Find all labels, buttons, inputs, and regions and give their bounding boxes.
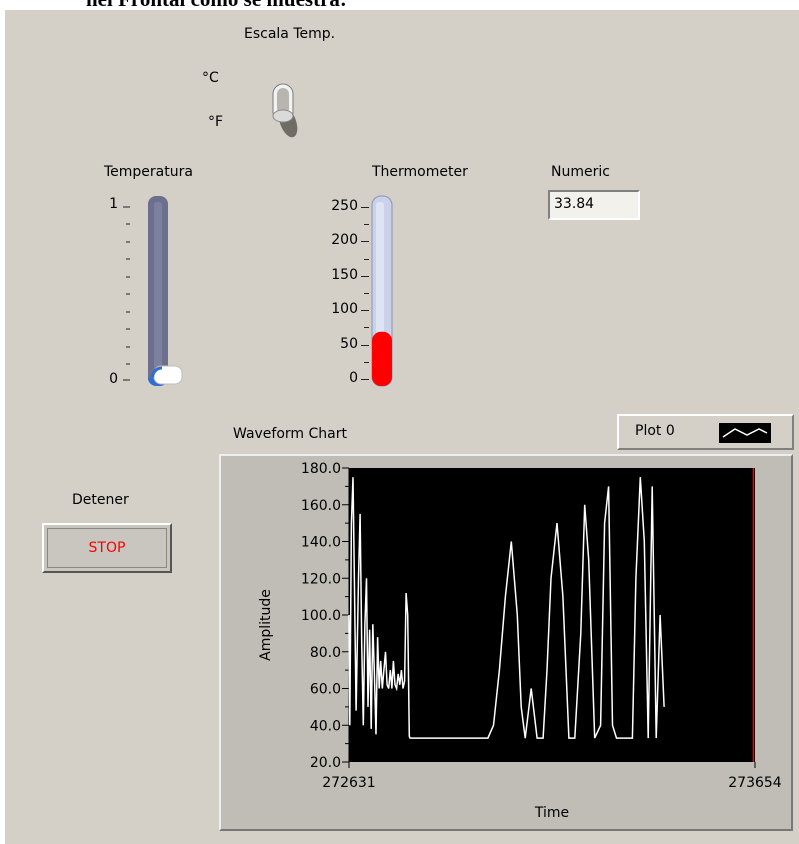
stop-button[interactable]: STOP <box>42 523 172 573</box>
document-heading-strip: nel Frontal como se muestra: <box>0 0 799 10</box>
thermometer-tick-label: 50 <box>340 335 358 352</box>
thermometer-tick-label: 0 <box>349 370 358 386</box>
stop-label: Detener <box>72 492 129 508</box>
switch-title: Escala Temp. <box>244 26 336 42</box>
thermometer-major-tick <box>361 310 369 312</box>
y-axis-label: Amplitude <box>258 589 274 661</box>
thermometer-major-tick <box>361 241 369 243</box>
x-tick-label: 273654 <box>728 775 782 791</box>
y-tick-label: 40.0 <box>310 718 341 734</box>
y-tick-label: 60.0 <box>310 682 341 698</box>
temperatura-tick-min: 0 <box>109 371 118 387</box>
slider-thumb[interactable] <box>150 365 183 385</box>
legend-line-icon <box>719 423 771 443</box>
y-tick-label: 20.0 <box>310 755 341 771</box>
y-tick-label: 120.0 <box>301 571 341 587</box>
temperatura-tick-max: 1 <box>109 196 118 212</box>
numeric-value: 33.84 <box>554 196 595 212</box>
temperatura-label: Temperatura <box>104 164 193 180</box>
thermometer-minor-tick <box>364 293 369 294</box>
thermometer-minor-tick <box>364 327 369 329</box>
thermometer-indicator <box>371 195 393 387</box>
series-line-plot-0 <box>348 477 665 739</box>
switch-option-fahrenheit: °F <box>208 114 224 130</box>
thermometer-tick-label: 200 <box>331 232 358 249</box>
y-tick-label: 140.0 <box>301 535 341 551</box>
switch-option-celsius: °C <box>202 70 219 86</box>
y-tick-label: 160.0 <box>301 498 341 514</box>
stop-button-label: STOP <box>88 540 126 556</box>
y-tick-label: 100.0 <box>301 608 341 624</box>
thermometer-major-tick <box>361 207 369 208</box>
thermometer-minor-tick <box>364 258 369 260</box>
legend-plot-name: Plot 0 <box>635 423 675 439</box>
thermometer-major-tick <box>361 344 369 346</box>
waveform-chart-plot: 180.0 160.0 140.0 120.0 100.0 80.0 60.0 40.0 20.… <box>258 461 782 821</box>
thermometer-major-tick <box>361 275 369 277</box>
numeric-indicator: 33.84 <box>548 190 640 220</box>
y-tick-label: 80.0 <box>310 645 341 661</box>
thermometer-minor-tick <box>364 361 369 363</box>
thermometer-tick-label: 250 <box>331 198 358 214</box>
x-axis-label: Time <box>534 805 569 821</box>
thermometer-tick-label: 100 <box>331 301 358 318</box>
y-tick-label: 180.0 <box>301 461 341 477</box>
thermometer-major-tick <box>361 379 369 380</box>
document-heading: nel Frontal como se muestra: <box>86 0 347 10</box>
thermometer-fill <box>372 331 392 386</box>
numeric-label: Numeric <box>551 164 610 180</box>
plot-legend[interactable]: Plot 0 <box>617 414 794 450</box>
x-tick-label: 272631 <box>322 775 375 791</box>
temperature-scale-toggle[interactable] <box>265 78 305 140</box>
temperatura-scale <box>123 206 130 381</box>
temperatura-slider[interactable] <box>118 192 188 392</box>
chart-title: Waveform Chart <box>233 426 347 442</box>
plot-area <box>349 468 755 762</box>
thermometer-tick-label: 150 <box>331 266 358 283</box>
thermometer-label: Thermometer <box>372 164 468 180</box>
thermometer-minor-tick <box>364 224 369 226</box>
